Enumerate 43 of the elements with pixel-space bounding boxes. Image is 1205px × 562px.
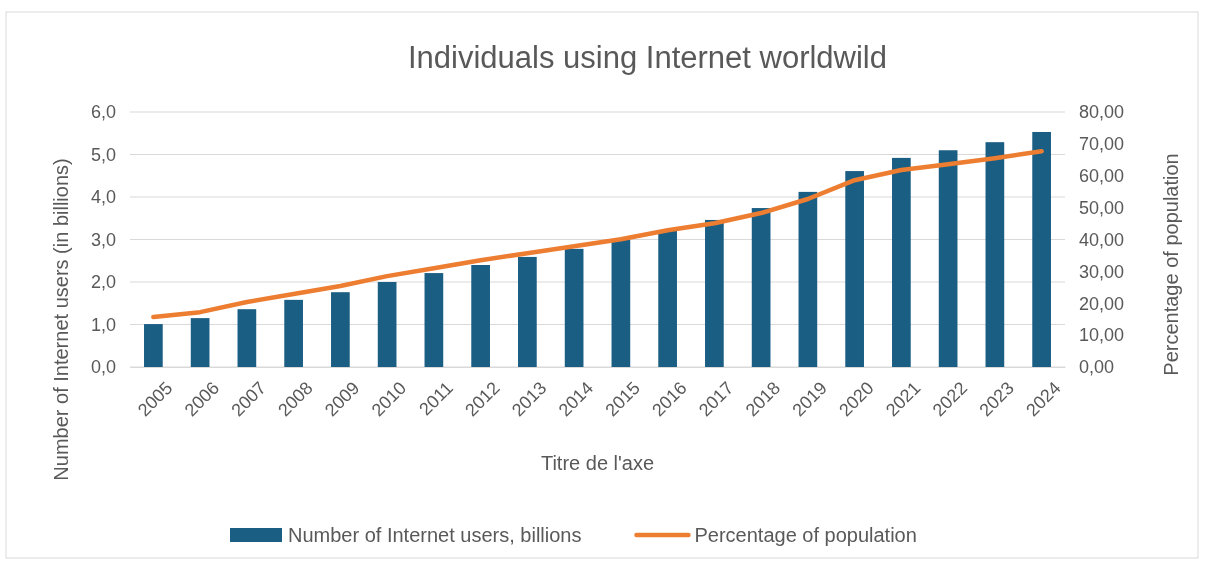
bar [144,324,163,367]
bar [331,292,350,367]
bar [284,299,303,367]
x-axis-title: Titre de l'axe [540,452,655,474]
bar [938,150,958,367]
bar [518,256,537,367]
y-tick-label: 6,0 [90,102,116,123]
legend-label: Percentage of population [694,524,917,546]
bar [377,282,397,367]
y2-tick-label: 60,00 [1079,166,1125,187]
bar [751,208,771,367]
y-tick-label: 0,0 [90,357,116,378]
bar [424,273,444,367]
bar [985,142,1005,367]
y-tick-label: 3,0 [90,229,116,250]
bar [190,318,210,367]
y2-tick-label: 50,00 [1079,197,1125,218]
bar [892,157,911,367]
y-tick-label: 1,0 [90,314,116,335]
y2-tick-label: 30,00 [1079,261,1125,282]
y2-tick-label: 20,00 [1079,293,1125,314]
y2-tick-label: 40,00 [1079,229,1125,250]
chart-title: Individuals using Internet worldwild [407,40,888,75]
y-tick-label: 5,0 [90,144,116,165]
y-tick-label: 4,0 [90,187,116,208]
bar [845,171,864,367]
y2-tick-label: 0,00 [1079,357,1115,378]
line-series [151,148,1044,320]
y-tick-label: 2,0 [90,272,116,293]
bar [798,191,818,367]
bar [611,239,631,367]
y2-axis-title: Percentage of population [1160,153,1182,376]
legend-label: Number of Internet users, billions [288,524,582,546]
y2-tick-label: 80,00 [1079,102,1125,123]
bar [471,265,490,367]
bar [237,309,257,367]
bar [658,231,677,367]
y2-tick-label: 10,00 [1079,325,1125,346]
bar [564,248,584,367]
bar [1032,131,1051,367]
y2-tick-label: 70,00 [1079,134,1125,155]
bar [705,219,724,367]
y-axis-title: Number of Internet users (in billions) [50,158,72,481]
